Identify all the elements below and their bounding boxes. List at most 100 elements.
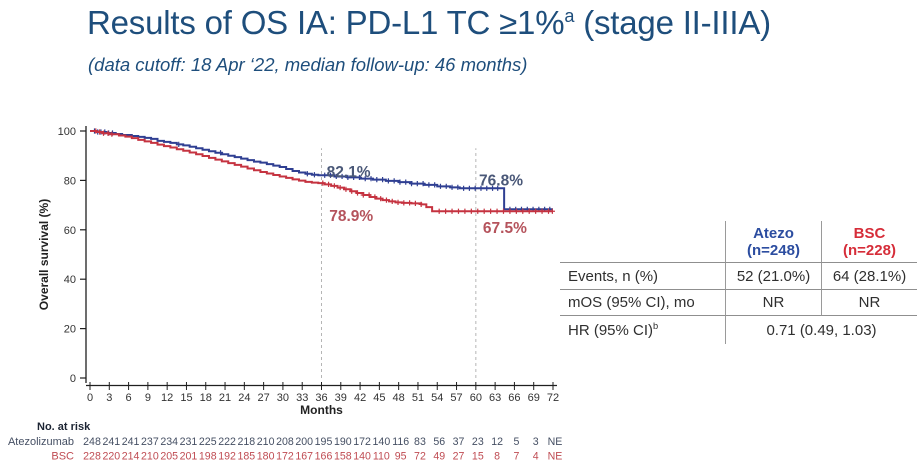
risk-value: 83 [414, 436, 426, 448]
censor-mark-bsc [494, 208, 500, 214]
x-tick-label: 57 [450, 392, 462, 404]
censor-mark-atezolizumab [374, 177, 380, 183]
risk-value: 205 [160, 451, 178, 463]
x-tick-label: 69 [528, 392, 540, 404]
censor-mark-bsc [378, 196, 384, 202]
risk-value: 172 [353, 436, 371, 448]
risk-row-label-atezolizumab: Atezolizumab [8, 436, 74, 448]
risk-table-title: No. at risk [37, 421, 91, 433]
summary-table: Atezo (n=248) BSC (n=228) Events, n (%) 52… [560, 221, 917, 344]
censor-mark-atezolizumab [362, 176, 368, 182]
risk-value: 192 [218, 451, 236, 463]
y-tick-label: 40 [64, 274, 76, 286]
censor-mark-atezolizumab [443, 183, 449, 189]
censor-mark-atezolizumab [478, 185, 484, 191]
risk-value: 241 [122, 436, 140, 448]
censor-mark-atezolizumab [449, 184, 455, 190]
censor-mark-atezolizumab [426, 182, 432, 188]
censor-mark-atezolizumab [368, 176, 374, 182]
censor-mark-bsc [443, 208, 449, 214]
x-axis-title: Months [300, 403, 343, 417]
censor-mark-bsc [320, 180, 326, 186]
censor-mark-bsc [331, 183, 337, 189]
censor-mark-atezolizumab [432, 182, 438, 188]
risk-value: 140 [373, 436, 391, 448]
censor-mark-atezolizumab [437, 183, 444, 189]
x-tick-label: 54 [431, 392, 443, 404]
risk-value: 228 [83, 451, 101, 463]
censor-mark-atezolizumab [391, 178, 397, 184]
censor-mark-atezolizumab [484, 185, 490, 191]
censor-mark-bsc [97, 129, 103, 135]
censor-mark-bsc [100, 130, 107, 136]
landmark-label: 67.5% [483, 220, 527, 237]
censor-mark-bsc [109, 131, 115, 137]
risk-value: 15 [472, 451, 484, 463]
x-tick-label: 18 [200, 392, 212, 404]
censor-mark-bsc [343, 186, 349, 192]
x-tick-label: 0 [87, 392, 93, 404]
y-axis-title: Overall survival (%) [37, 199, 51, 310]
x-tick-label: 51 [412, 392, 424, 404]
title-text: Results of OS IA: PD-L1 TC ≥1% [87, 4, 565, 41]
censor-mark-bsc [337, 184, 343, 191]
censor-mark-atezolizumab [304, 171, 310, 177]
risk-value: 218 [237, 436, 255, 448]
censor-mark-atezolizumab [408, 181, 415, 187]
risk-value: 237 [141, 436, 159, 448]
risk-value: 248 [83, 436, 101, 448]
page-title: Results of OS IA: PD-L1 TC ≥1%a (stage I… [87, 4, 771, 42]
censor-mark-atezolizumab [339, 173, 345, 180]
censor-mark-bsc [395, 199, 401, 205]
risk-value: 210 [141, 451, 159, 463]
landmark-label: 76.8% [479, 173, 523, 190]
x-tick-label: 6 [126, 392, 132, 404]
censor-mark-atezolizumab [327, 172, 334, 178]
censor-mark-bsc [526, 208, 532, 214]
summary-hr-value: 0.71 (0.49, 1.03) [725, 316, 917, 344]
x-tick-label: 39 [335, 392, 347, 404]
risk-value: 167 [295, 451, 313, 463]
x-tick-label: 33 [296, 392, 308, 404]
risk-value: 116 [392, 436, 409, 448]
summary-events-atezo: 52 (21.0%) [725, 263, 821, 290]
risk-value: 3 [533, 436, 539, 448]
x-tick-label: 42 [354, 392, 366, 404]
risk-value: 158 [334, 451, 352, 463]
risk-value: 214 [122, 451, 140, 463]
censor-mark-bsc [468, 208, 474, 214]
risk-value: 222 [218, 436, 236, 448]
censor-mark-atezolizumab [385, 178, 391, 184]
censor-mark-atezolizumab [472, 185, 478, 191]
censor-mark-bsc [449, 208, 455, 214]
risk-value: 166 [315, 451, 333, 463]
summary-events-bsc: 64 (28.1%) [821, 263, 917, 290]
censor-mark-atezolizumab [461, 185, 467, 191]
censor-mark-bsc [513, 208, 519, 214]
summary-header-atezo: Atezo (n=248) [725, 221, 821, 263]
censor-mark-bsc [507, 208, 513, 214]
risk-value: 220 [102, 451, 120, 463]
censor-mark-atezolizumab [356, 174, 363, 181]
censor-mark-atezolizumab [403, 179, 409, 185]
censor-mark-bsc [325, 181, 332, 187]
risk-value: 172 [276, 451, 294, 463]
title-footnote-marker: a [564, 6, 575, 26]
risk-value: 8 [494, 451, 500, 463]
risk-value: 198 [199, 451, 217, 463]
x-tick-label: 15 [180, 392, 192, 404]
risk-value: 208 [276, 436, 294, 448]
censor-mark-atezolizumab [466, 185, 473, 191]
y-tick-label: 80 [64, 175, 76, 187]
censor-mark-bsc [475, 208, 481, 214]
censor-mark-bsc [436, 208, 442, 214]
censor-mark-atezolizumab [311, 172, 318, 178]
censor-mark-atezolizumab [379, 177, 386, 183]
censor-mark-bsc [105, 130, 111, 136]
summary-row-events-label: Events, n (%) [560, 263, 725, 290]
censor-mark-bsc [349, 188, 355, 194]
summary-mos-bsc: NR [821, 290, 917, 316]
censor-mark-bsc [401, 200, 407, 206]
censor-mark-bsc [481, 208, 487, 214]
